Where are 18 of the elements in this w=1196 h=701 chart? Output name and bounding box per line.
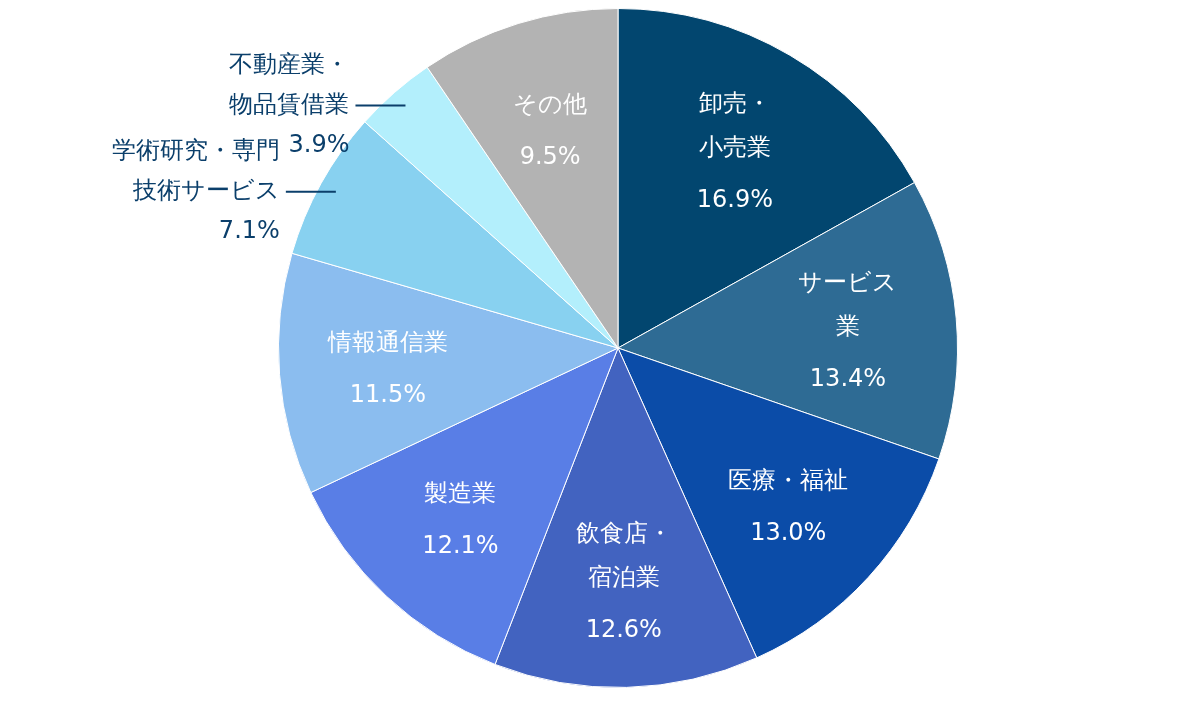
data-label: 12.1%: [422, 531, 499, 560]
data-label: 11.5%: [349, 380, 426, 409]
slice-label: 製造業: [424, 479, 497, 508]
data-label: 12.6%: [585, 615, 662, 644]
data-label: 13.0%: [750, 518, 827, 547]
slice-label: 卸売・小売業: [698, 89, 771, 162]
slice-label: 医療・福祉: [728, 466, 849, 495]
data-label: 3.9%: [288, 129, 350, 158]
slice-label: その他: [513, 89, 588, 118]
data-label: 9.5%: [519, 141, 581, 170]
data-label: 7.1%: [218, 215, 280, 244]
slice-label: サービス業: [798, 267, 898, 340]
data-label: 16.9%: [696, 185, 774, 214]
slice-label: 不動産業・物品賃借業: [229, 49, 350, 118]
data-label: 13.4%: [809, 363, 887, 392]
slice-label: 学術研究・専門技術サービス: [111, 135, 280, 204]
slice-label: 情報通信業: [326, 328, 448, 357]
slice-label: 飲食店・宿泊業: [575, 519, 672, 592]
